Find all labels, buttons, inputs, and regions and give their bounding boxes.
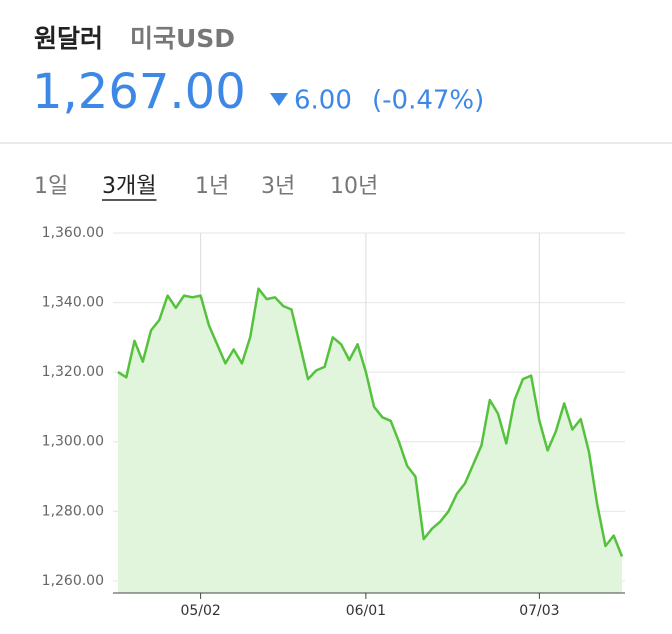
y-tick-label: 1,280.00 <box>42 503 104 519</box>
line <box>117 287 624 557</box>
price: 1,267.00 <box>32 64 246 120</box>
change: 6.00 <box>294 86 352 116</box>
tab[interactable]: 3년 <box>261 174 295 199</box>
change-pct: (-0.47%) <box>372 86 484 116</box>
y-tick-label: 1,320.00 <box>42 364 104 380</box>
down-arrow <box>270 93 288 106</box>
y-tick-label: 1,260.00 <box>42 573 104 589</box>
x-tick-label: 06/01 <box>346 603 386 619</box>
tabs: 1일 3개월 1년 3년 10년 <box>34 174 378 201</box>
tab[interactable]: 1년 <box>195 174 229 199</box>
tab[interactable]: 10년 <box>330 174 378 199</box>
tab[interactable]: 1일 <box>34 174 68 199</box>
tab[interactable]: 3개월 <box>102 174 156 199</box>
y-tick-label: 1,340.00 <box>42 295 104 311</box>
x-tick-label: 05/02 <box>180 603 220 619</box>
y-tick-label: 1,300.00 <box>42 434 104 450</box>
title: 원달러 <box>34 24 103 53</box>
y-tick-label: 1,360.00 <box>42 225 104 241</box>
area <box>118 288 622 593</box>
plot: 1,260.00 1,280.00 1,300.00 1,320.00 1,340.00… <box>42 225 625 619</box>
x-tick-label: 07/03 <box>519 603 559 619</box>
subtitle: 미국USD <box>130 24 235 53</box>
